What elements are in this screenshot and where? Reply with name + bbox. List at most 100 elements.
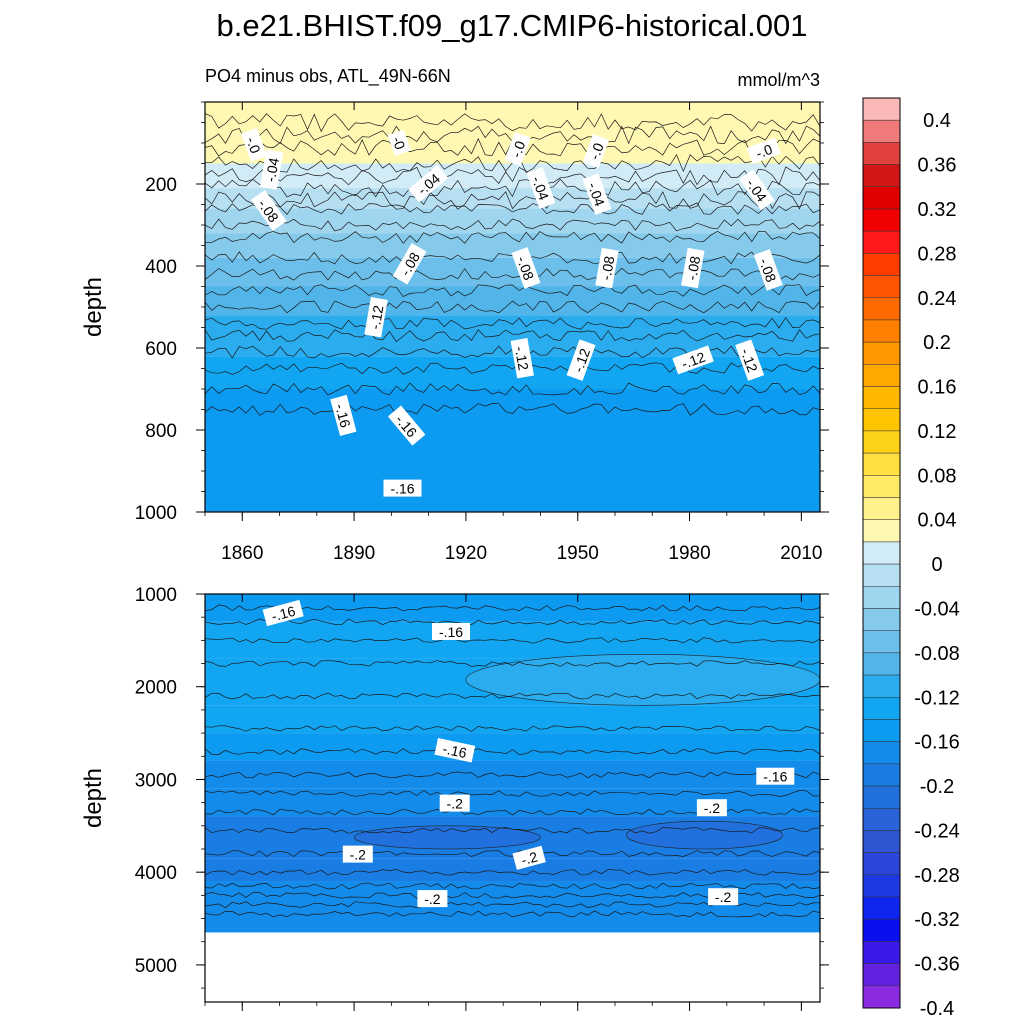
colorbar-swatch-34	[862, 852, 901, 876]
upper-contour-label-20: -.12	[735, 339, 765, 381]
colorbar-swatch-19	[862, 519, 901, 543]
colorbar-swatch-3	[862, 164, 901, 188]
colorbar-label-8: 0.08	[918, 465, 957, 487]
lower-contour-label-4: -.2	[439, 794, 470, 812]
upper-contour-line-12	[205, 284, 820, 298]
colorbar-swatch-16	[862, 452, 901, 476]
colorbar-swatch-0	[862, 97, 901, 121]
lower-anomaly-1	[625, 820, 784, 850]
lower-band-1	[205, 621, 820, 659]
lower-band-0	[205, 594, 820, 622]
lower-contour-label-9: -.2	[708, 888, 739, 906]
lower-contour-line-7	[205, 771, 820, 779]
upper-contour-label-3: -.0	[582, 134, 610, 169]
upper-contour-label-2: -.0	[504, 132, 531, 167]
upper-contour-label-5: -.04	[259, 149, 284, 190]
svg-text:-.12: -.12	[367, 304, 387, 331]
svg-text:-.04: -.04	[529, 174, 552, 202]
colorbar: 0.4 0.36 0.32 0.28 0.24 0.2 0.16 0.12 0.08 0.04 0 -…	[862, 97, 960, 1020]
lower-contour-line-4	[205, 692, 820, 700]
svg-text:-.12: -.12	[738, 346, 761, 374]
svg-text:-.08: -.08	[598, 255, 618, 282]
colorbar-label-14: -0.16	[914, 732, 960, 754]
upper-contour-line-17	[205, 362, 820, 375]
upper-ytick-label-1: 400	[145, 257, 177, 278]
upper-band-2	[205, 163, 820, 189]
colorbar-swatch-13	[862, 386, 901, 409]
lower-contour-line-12	[205, 869, 820, 876]
upper-contour-label-11: -.08	[392, 243, 427, 285]
upper-ytick-label-4: 1000	[135, 503, 177, 524]
lower-ytick-label-0: 1000	[135, 585, 177, 606]
upper-band-6	[205, 257, 820, 287]
svg-text:-.2: -.2	[350, 847, 367, 863]
colorbar-label-10: 0	[931, 554, 942, 576]
lower-contour-line-11	[205, 850, 820, 857]
lower-contour-label-7: -.2	[512, 845, 546, 870]
colorbar-swatch-10	[862, 319, 901, 343]
lower-contour-label-0: -.16	[262, 599, 304, 627]
svg-text:-.16: -.16	[390, 481, 414, 497]
colorbar-swatch-37	[862, 918, 901, 942]
colorbar-swatch-24	[862, 630, 901, 654]
lower-contour-line-10	[205, 827, 820, 834]
colorbar-label-15: -0.2	[920, 776, 954, 798]
upper-xtick-label-4: 1980	[668, 543, 710, 564]
colorbar-swatch-17	[862, 475, 901, 498]
upper-contour-line-4	[205, 166, 820, 186]
lower-anomaly-2	[465, 653, 820, 706]
upper-contour-line-5	[205, 178, 820, 198]
svg-text:-.12: -.12	[570, 346, 593, 374]
lower-band-4	[205, 733, 820, 761]
upper-contour-label-0: -.0	[240, 127, 268, 162]
upper-ytick-label-3: 800	[145, 421, 177, 442]
upper-panel-subtitle: PO4 minus obs, ATL_49N-66N	[205, 66, 451, 87]
lower-contour-line-1	[205, 618, 820, 626]
colorbar-label-4: 0.24	[918, 288, 957, 310]
colorbar-label-1: 0.36	[918, 155, 957, 177]
lower-contour-label-8: -.2	[417, 890, 448, 908]
upper-contour-label-15: -.08	[753, 249, 783, 291]
figure-title: b.e21.BHIST.f09_g17.CMIP6-historical.001	[216, 8, 807, 43]
upper-contour-line-18	[205, 382, 820, 396]
upper-contour-line-11	[205, 267, 820, 281]
colorbar-swatch-27	[862, 697, 901, 720]
lower-ytick-label-1: 2000	[135, 678, 177, 699]
colorbar-label-16: -0.24	[914, 820, 960, 842]
lower-contour-line-5	[205, 725, 820, 732]
colorbar-label-7: 0.12	[918, 421, 957, 443]
upper-contour-label-19: -.12	[672, 345, 714, 375]
colorbar-label-11: -0.04	[914, 598, 960, 620]
upper-band-3	[205, 188, 820, 209]
svg-text:-.04: -.04	[585, 180, 608, 208]
lower-contour-label-5: -.2	[696, 799, 727, 817]
colorbar-label-18: -0.32	[914, 909, 960, 931]
colorbar-swatch-7	[862, 253, 901, 276]
lower-depth-panel: -.16 -.16 -.16 -.16 -.2 -.2 -.2 -.2 -.2 -.2 1000 20…	[80, 585, 829, 1011]
upper-depth-panel: -.0 -0 -.0 -.0 -.0-.04-.04 -.04 -.04 -.04-.08-.…	[80, 101, 829, 564]
colorbar-swatch-8	[862, 275, 901, 299]
colorbar-label-5: 0.2	[923, 332, 951, 354]
colorbar-label-20: -0.4	[920, 998, 954, 1020]
svg-text:-.0: -.0	[243, 135, 264, 156]
colorbar-swatch-11	[862, 341, 901, 365]
svg-text:-.16: -.16	[763, 769, 787, 785]
upper-band-4	[205, 208, 820, 234]
lower-ytick-label-4: 5000	[135, 956, 177, 977]
lower-contour-line-3	[205, 660, 820, 667]
upper-xtick-label-2: 1920	[445, 543, 487, 564]
lower-frame	[204, 593, 821, 1003]
colorbar-label-0: 0.4	[923, 110, 951, 132]
colorbar-swatch-38	[862, 941, 901, 964]
upper-contour-label-7: -.04	[526, 167, 556, 209]
lower-contour-line-16	[205, 910, 820, 918]
svg-text:-.08: -.08	[683, 255, 703, 282]
upper-band-10	[205, 389, 820, 512]
colorbar-swatch-14	[862, 408, 901, 432]
svg-text:-.0: -.0	[754, 141, 775, 162]
lower-contour-line-6	[205, 748, 820, 755]
colorbar-swatch-35	[862, 874, 901, 898]
svg-text:-.2: -.2	[704, 800, 721, 816]
